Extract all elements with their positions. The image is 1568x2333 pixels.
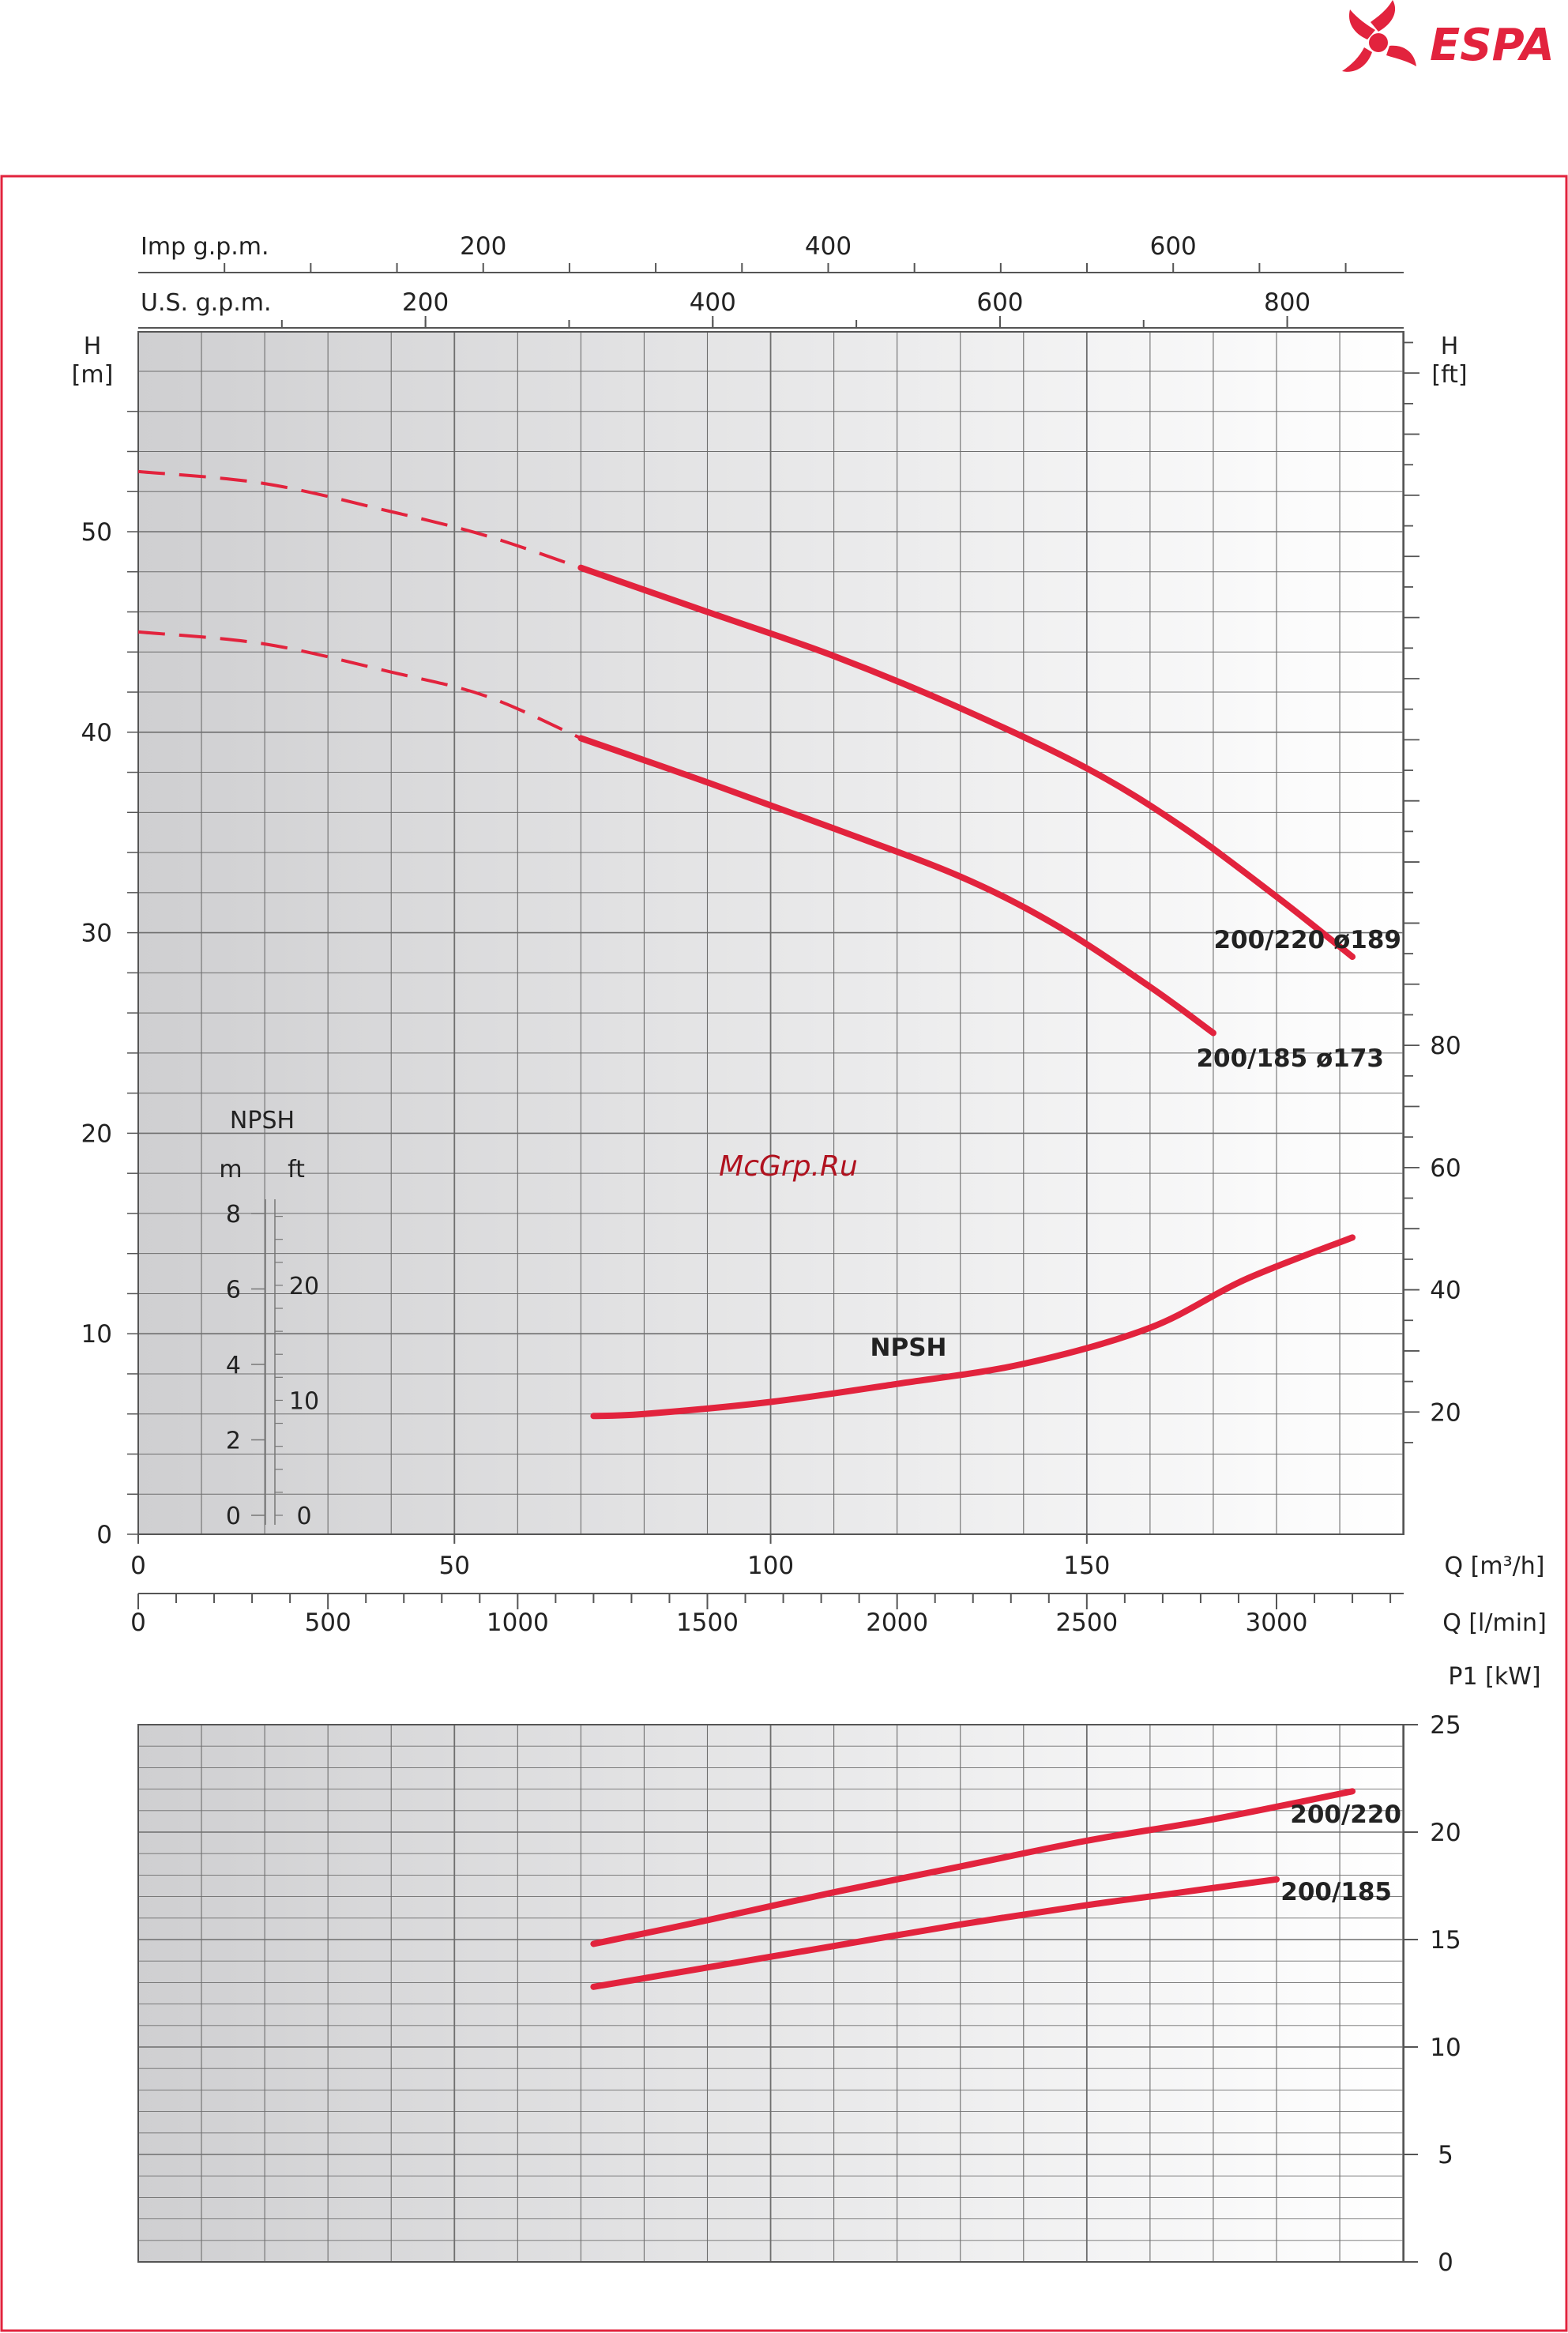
- lower-grid: [137, 1724, 1404, 2263]
- npsh-m-tick-label: 6: [226, 1277, 241, 1304]
- lower-curves: [590, 1788, 1356, 1990]
- y-right-label-unit: [ft]: [1431, 361, 1467, 389]
- npsh-m-tick-label: 8: [226, 1201, 241, 1229]
- page-frame: [0, 175, 1568, 2332]
- y-tick-label-m: 40: [81, 719, 112, 747]
- us-gpm-tick-label: 600: [976, 288, 1023, 317]
- curve-label-200-220-d189: 200/220 ø189: [1213, 926, 1401, 954]
- y-tick-label-ft: 60: [1430, 1154, 1461, 1183]
- x-secondary-label: Q [l/min]: [1442, 1609, 1547, 1637]
- npsh-m-tick-label: 4: [226, 1352, 241, 1379]
- x-tick-label: 150: [1063, 1552, 1110, 1580]
- y-tick-label-m: 30: [81, 920, 112, 948]
- curve-npsh: [590, 1234, 1356, 1420]
- us-gpm-tick-label: 400: [690, 288, 736, 317]
- lmin-tick-label: 3000: [1246, 1609, 1308, 1637]
- impeller-icon: [1342, 0, 1416, 72]
- imp-gpm-tick-label: 200: [460, 232, 506, 261]
- npsh-scale: NPSH m ft 0 2 4 6 8 0 10 20: [219, 1107, 319, 1530]
- y-tick-label-ft: 20: [1430, 1398, 1461, 1427]
- npsh-m-tick-label: 0: [226, 1503, 241, 1530]
- npsh-scale-title: NPSH: [230, 1107, 295, 1135]
- lmin-tick-label: 2000: [866, 1609, 928, 1637]
- curve-200-185-173-dashed: [137, 630, 582, 740]
- y-left-label-h: H: [84, 333, 102, 360]
- curve-label-200-185-d173: 200/185 ø173: [1196, 1044, 1384, 1073]
- upper-curves: [137, 469, 1356, 1420]
- y-right-label-h: H: [1441, 333, 1459, 360]
- p1-label: P1 [kW]: [1448, 1663, 1540, 1691]
- y-tick-label-ft: 80: [1430, 1032, 1461, 1060]
- imp-gpm-tick-label: 400: [805, 232, 852, 261]
- lmin-tick-label: 0: [130, 1609, 146, 1637]
- npsh-ft-label: ft: [288, 1156, 305, 1183]
- x-tick-label: 50: [439, 1552, 470, 1580]
- curve-200-220-189: [577, 564, 1356, 961]
- npsh-ft-tick-label: 0: [296, 1503, 311, 1530]
- lmin-tick-label: 2500: [1055, 1609, 1118, 1637]
- watermark: McGrp.Ru: [719, 1150, 858, 1183]
- p1-tick-label: 20: [1430, 1819, 1461, 1847]
- y-tick-label-m: 20: [81, 1119, 112, 1148]
- lmin-tick-label: 1000: [487, 1609, 549, 1637]
- npsh-m-label: m: [219, 1156, 242, 1183]
- us-gpm-tick-label: 800: [1264, 288, 1310, 317]
- lmin-tick-label: 1500: [676, 1609, 739, 1637]
- p1-tick-label: 25: [1430, 1711, 1461, 1740]
- brand-name: ESPA: [1430, 20, 1555, 71]
- imp-gpm-label: Imp g.p.m.: [141, 233, 269, 261]
- lower-plot-border: [137, 1724, 1404, 2263]
- upper-grid: [137, 331, 1404, 1535]
- curve-label-p1-200-220: 200/220: [1290, 1801, 1401, 1829]
- x-tick-label: 0: [130, 1552, 146, 1580]
- y-tick-label-ft: 40: [1430, 1277, 1461, 1305]
- curve-200-185-173: [577, 735, 1216, 1037]
- y-tick-label-m: 0: [96, 1521, 112, 1549]
- p1-tick-label: 10: [1430, 2034, 1461, 2062]
- y-tick-label-m: 10: [81, 1320, 112, 1349]
- gpm-axes: Imp g.p.m. U.S. g.p.m.: [138, 233, 1404, 329]
- x-tick-label: 100: [747, 1552, 794, 1580]
- npsh-m-tick-label: 2: [226, 1428, 241, 1455]
- curve-200-220-189-dashed: [137, 469, 582, 570]
- npsh-ft-tick-label: 10: [289, 1387, 319, 1415]
- curve-label-npsh: NPSH: [870, 1334, 947, 1362]
- y-left-label-unit: [m]: [72, 361, 114, 389]
- espa-logo: ESPA: [1342, 0, 1555, 72]
- us-gpm-label: U.S. g.p.m.: [141, 289, 272, 317]
- x-unit-label: Q [m³/h]: [1445, 1552, 1545, 1580]
- curve-p1-200-185: [590, 1876, 1280, 1990]
- p1-tick-label: 15: [1430, 1926, 1461, 1955]
- npsh-ft-tick-label: 20: [289, 1273, 319, 1300]
- y-tick-label-m: 50: [81, 518, 112, 547]
- curve-p1-200-220: [590, 1788, 1356, 1947]
- p1-tick-label: 5: [1438, 2141, 1453, 2169]
- us-gpm-tick-label: 200: [402, 288, 449, 317]
- p1-tick-label: 0: [1438, 2248, 1453, 2277]
- lmin-tick-label: 500: [305, 1609, 352, 1637]
- imp-gpm-tick-label: 600: [1150, 232, 1197, 261]
- curve-label-p1-200-185: 200/185: [1280, 1878, 1392, 1906]
